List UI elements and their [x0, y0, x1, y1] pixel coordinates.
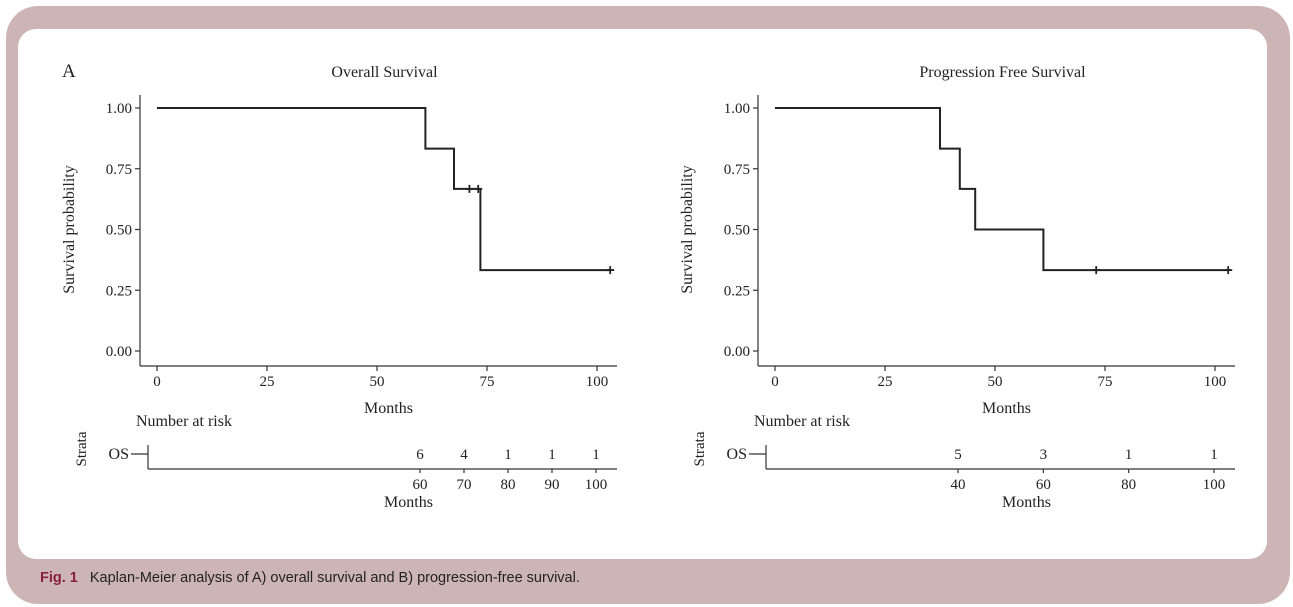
- risk-x-tick-label: 60: [413, 477, 428, 493]
- survival-curve: [775, 107, 1229, 272]
- censor-mark: [1224, 266, 1233, 275]
- censor-mark: [474, 184, 483, 193]
- risk-count: 4: [460, 447, 468, 463]
- y-tick-label: 0.25: [106, 283, 132, 299]
- strata-label: Strata: [74, 431, 90, 466]
- y-tick-label: 0.50: [724, 223, 750, 239]
- strata-row-label: OS: [727, 446, 747, 463]
- risk-count: 1: [1125, 447, 1133, 463]
- x-tick-label: 75: [1098, 374, 1113, 390]
- strata-row-label: OS: [109, 446, 129, 463]
- x-axis-label: Months: [364, 400, 413, 417]
- figure-number: Fig. 1: [40, 570, 78, 586]
- chart-title: Overall Survival: [331, 64, 438, 81]
- x-tick-label: 25: [878, 374, 893, 390]
- y-tick-label: 1.00: [106, 101, 132, 117]
- strata-label: Strata: [692, 431, 708, 466]
- x-axis-label: Months: [982, 400, 1031, 417]
- risk-x-tick-label: 80: [1121, 477, 1136, 493]
- risk-x-tick-label: 40: [951, 477, 966, 493]
- x-tick-label: 0: [153, 374, 161, 390]
- chart-title: Progression Free Survival: [919, 64, 1086, 81]
- y-tick-label: 0.75: [724, 162, 750, 178]
- risk-count: 3: [1040, 447, 1048, 463]
- risk-x-tick-label: 70: [457, 477, 472, 493]
- y-tick-label: 0.25: [724, 283, 750, 299]
- censor-mark: [606, 266, 615, 275]
- x-tick-label: 25: [260, 374, 275, 390]
- risk-x-tick-label: 60: [1036, 477, 1051, 493]
- km-panel-A: A Overall Survival 0.00 0.25 0.50 0.75 1.00 0 25…: [61, 61, 617, 511]
- risk-x-tick-label: 90: [545, 477, 560, 493]
- x-tick-label: 100: [1204, 374, 1227, 390]
- x-tick-label: 50: [370, 374, 385, 390]
- censor-mark: [465, 184, 474, 193]
- risk-table-title: Number at risk: [136, 413, 232, 430]
- x-tick-label: 75: [480, 374, 495, 390]
- y-tick-label: 0.75: [106, 162, 132, 178]
- km-panel-B: BProgression Free Survival0.000.250.500.…: [679, 64, 1235, 511]
- risk-x-tick-label: 80: [501, 477, 516, 493]
- risk-table-title: Number at risk: [754, 413, 850, 430]
- y-tick-label: 0.00: [106, 344, 132, 360]
- x-tick-label: 50: [988, 374, 1003, 390]
- censor-mark: [1092, 266, 1101, 275]
- caption-text: Kaplan-Meier analysis of A) overall surv…: [89, 570, 580, 586]
- risk-x-axis-label: Months: [1002, 494, 1051, 511]
- survival-curve: [157, 107, 611, 272]
- risk-x-tick-label: 100: [585, 477, 608, 493]
- y-tick-label: 1.00: [724, 101, 750, 117]
- y-tick-label: 0.50: [106, 223, 132, 239]
- risk-count: 1: [1210, 447, 1218, 463]
- risk-count: 6: [416, 447, 424, 463]
- risk-count: 1: [548, 447, 556, 463]
- figure-panel: [18, 29, 1267, 559]
- risk-count: 1: [504, 447, 512, 463]
- risk-x-axis-label: Months: [384, 494, 433, 511]
- panel-label: A: [62, 61, 76, 82]
- x-tick-label: 0: [771, 374, 779, 390]
- risk-x-tick-label: 100: [1203, 477, 1226, 493]
- y-axis-label: Survival probability: [679, 165, 696, 293]
- figure-caption: Fig. 1 Kaplan-Meier analysis of A) overal…: [40, 567, 580, 589]
- y-tick-label: 0.00: [724, 344, 750, 360]
- risk-count: 5: [954, 447, 962, 463]
- x-tick-label: 100: [586, 374, 609, 390]
- y-axis-label: Survival probability: [61, 165, 78, 293]
- risk-count: 1: [592, 447, 600, 463]
